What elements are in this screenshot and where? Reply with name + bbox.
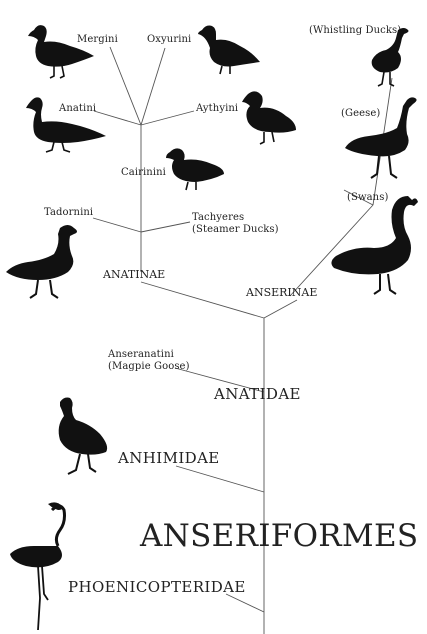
swan-silhouette [331, 196, 418, 295]
branch-aythyini [140, 110, 195, 126]
merganser-silhouette [28, 25, 94, 79]
tribe-label-aythyini: Aythyini [196, 103, 239, 114]
shelduck-silhouette [6, 225, 77, 299]
branch-anhimidae [175, 465, 265, 493]
subfamily-label-anserinae: ANSERINAE [246, 286, 318, 299]
tribe-label-tachyeres: Tachyeres (Steamer Ducks) [192, 212, 279, 235]
tachyeres-name: Tachyeres [192, 212, 245, 223]
branch-mergini [109, 46, 142, 126]
group-label-whistling-ducks: (Whistling Ducks) [309, 25, 402, 36]
tribe-label-cairinini: Cairinini [121, 167, 166, 178]
ruddy-duck-silhouette [198, 25, 260, 75]
branch-anseranatini [174, 367, 265, 393]
branch-anatinae [140, 281, 265, 319]
pochard-silhouette [242, 91, 296, 145]
branch-geese [343, 189, 374, 206]
mandarin-duck-silhouette [166, 148, 224, 191]
branch-oxyurini [140, 47, 166, 126]
whistling-duck-silhouette [371, 28, 409, 87]
flamingo-silhouette [10, 502, 66, 631]
anseranatini-name: Anseranatini [108, 349, 174, 360]
tribe-label-anatini: Anatini [59, 103, 97, 114]
branch-anatini [93, 110, 142, 126]
branch-tachyeres [140, 221, 191, 233]
family-label-anhimidae: ANHIMIDAE [118, 449, 220, 467]
branch-tadornini [92, 217, 142, 233]
mallard-silhouette [26, 97, 106, 153]
subfamily-label-anatinae: ANATINAE [103, 268, 166, 281]
group-label-geese: (Geese) [341, 108, 381, 119]
branch-anserinae [263, 299, 298, 319]
branch-phoenicopteridae [225, 593, 265, 613]
branch-swans [289, 204, 374, 297]
family-label-phoenicopteridae: PHOENICOPTERIDAE [68, 578, 246, 596]
tribe-label-mergini: Mergini [77, 34, 118, 45]
anseranatini-common-name: (Magpie Goose) [108, 360, 190, 372]
tachyeres-common-name: (Steamer Ducks) [192, 223, 279, 235]
goose-silhouette [345, 97, 417, 179]
tribe-label-anseranatini: Anseranatini (Magpie Goose) [108, 349, 190, 372]
family-label-anatidae: ANATIDAE [214, 385, 301, 403]
group-label-swans: (Swans) [347, 192, 389, 203]
screamer-silhouette [58, 397, 108, 475]
tribe-label-oxyurini: Oxyurini [147, 34, 192, 45]
tribe-label-tadornini: Tadornini [44, 207, 94, 218]
order-title: ANSERIFORMES [140, 518, 419, 554]
